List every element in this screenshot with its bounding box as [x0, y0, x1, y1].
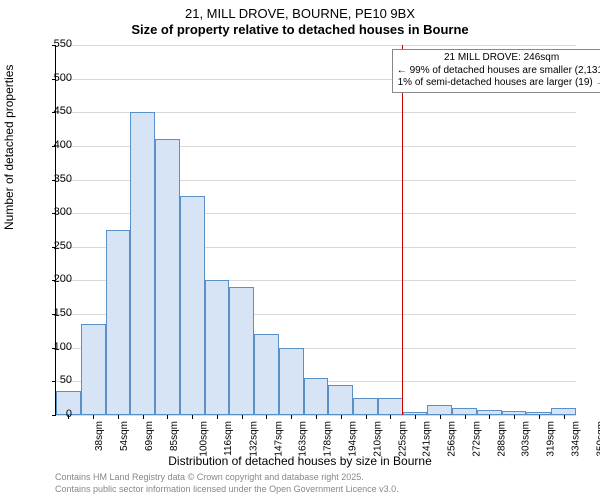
xtick-mark: [465, 415, 466, 419]
footer-attribution-2: Contains public sector information licen…: [55, 484, 399, 494]
chart-title-line2: Size of property relative to detached ho…: [0, 22, 600, 37]
xtick-mark: [341, 415, 342, 419]
xtick-label: 100sqm: [199, 421, 210, 457]
ytick-label: 50: [32, 374, 72, 386]
xtick-mark: [564, 415, 565, 419]
plot-area: 21 MILL DROVE: 246sqm← 99% of detached h…: [55, 45, 576, 416]
histogram-bar: [427, 405, 452, 415]
xtick-label: 225sqm: [397, 421, 408, 457]
histogram-bar: [551, 408, 576, 415]
xtick-label: 69sqm: [144, 421, 155, 451]
footer-attribution-1: Contains HM Land Registry data © Crown c…: [55, 472, 364, 482]
xtick-label: 241sqm: [422, 421, 433, 457]
ytick-label: 200: [32, 273, 72, 285]
xtick-mark: [489, 415, 490, 419]
xtick-label: 303sqm: [521, 421, 532, 457]
xtick-mark: [143, 415, 144, 419]
xtick-mark: [539, 415, 540, 419]
xtick-mark: [192, 415, 193, 419]
xtick-label: 288sqm: [496, 421, 507, 457]
ytick-label: 0: [32, 408, 72, 420]
ytick-label: 150: [32, 307, 72, 319]
xtick-label: 54sqm: [119, 421, 130, 451]
xtick-label: 147sqm: [273, 421, 284, 457]
histogram-bar: [106, 230, 131, 415]
xtick-mark: [390, 415, 391, 419]
xtick-mark: [167, 415, 168, 419]
histogram-bar: [81, 324, 106, 415]
ytick-label: 550: [32, 38, 72, 50]
ytick-label: 400: [32, 139, 72, 151]
ytick-label: 350: [32, 173, 72, 185]
xtick-label: 334sqm: [570, 421, 581, 457]
xtick-mark: [242, 415, 243, 419]
annotation-line: 21 MILL DROVE: 246sqm: [397, 52, 600, 65]
xtick-label: 116sqm: [223, 421, 234, 456]
xtick-mark: [93, 415, 94, 419]
xtick-mark: [415, 415, 416, 419]
histogram-bar: [205, 280, 230, 415]
xtick-mark: [316, 415, 317, 419]
ytick-label: 450: [32, 105, 72, 117]
xtick-label: 85sqm: [169, 421, 180, 451]
histogram-bar: [353, 398, 378, 415]
xtick-label: 163sqm: [298, 421, 309, 457]
xtick-mark: [366, 415, 367, 419]
xtick-mark: [266, 415, 267, 419]
histogram-bar: [304, 378, 329, 415]
xtick-label: 194sqm: [348, 421, 359, 457]
xtick-label: 210sqm: [372, 421, 383, 457]
xtick-label: 256sqm: [447, 421, 458, 457]
histogram-bar: [229, 287, 254, 415]
xtick-label: 350sqm: [595, 421, 600, 457]
histogram-bar: [378, 398, 403, 415]
xtick-mark: [217, 415, 218, 419]
xtick-label: 319sqm: [546, 421, 557, 457]
annotation-box: 21 MILL DROVE: 246sqm← 99% of detached h…: [392, 49, 600, 93]
histogram-bar: [328, 385, 353, 415]
xtick-label: 38sqm: [94, 421, 105, 451]
ytick-label: 250: [32, 240, 72, 252]
annotation-line: 1% of semi-detached houses are larger (1…: [397, 77, 600, 90]
xtick-label: 272sqm: [471, 421, 482, 457]
property-marker-line: [402, 45, 403, 415]
histogram-bar: [452, 408, 477, 415]
ytick-label: 100: [32, 341, 72, 353]
ytick-label: 500: [32, 72, 72, 84]
gridline: [56, 45, 576, 46]
chart-title-line1: 21, MILL DROVE, BOURNE, PE10 9BX: [0, 6, 600, 21]
chart-container: 21, MILL DROVE, BOURNE, PE10 9BX Size of…: [0, 0, 600, 500]
xtick-mark: [440, 415, 441, 419]
y-axis-label: Number of detached properties: [2, 65, 16, 230]
histogram-bar: [279, 348, 304, 415]
histogram-bar: [130, 112, 155, 415]
histogram-bar: [254, 334, 279, 415]
xtick-mark: [291, 415, 292, 419]
xtick-mark: [118, 415, 119, 419]
annotation-line: ← 99% of detached houses are smaller (2,…: [397, 65, 600, 78]
histogram-bar: [155, 139, 180, 415]
xtick-label: 178sqm: [323, 421, 334, 457]
histogram-bar: [180, 196, 205, 415]
ytick-label: 300: [32, 206, 72, 218]
xtick-label: 132sqm: [249, 421, 260, 457]
xtick-mark: [514, 415, 515, 419]
